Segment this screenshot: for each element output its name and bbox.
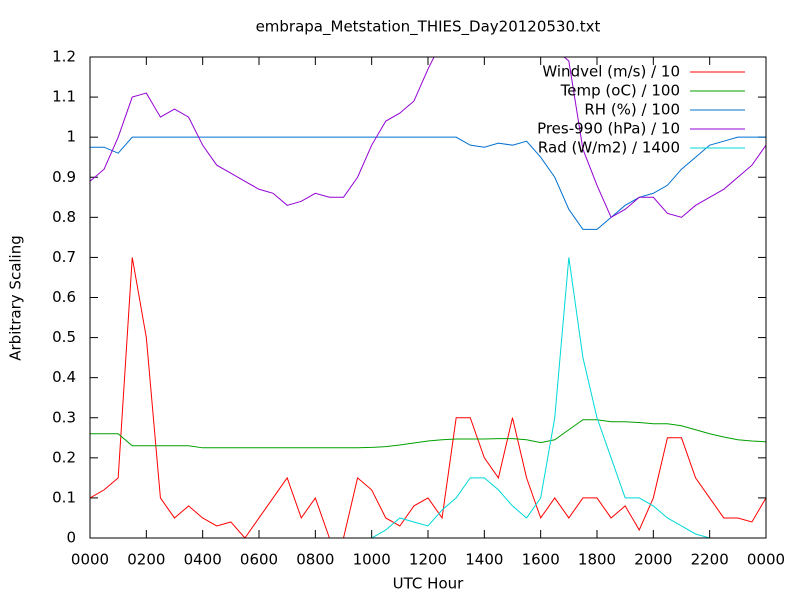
- series-line: [90, 57, 766, 219]
- legend-label: Rad (W/m2) / 1400: [538, 139, 680, 157]
- x-tick-label: 0800: [296, 551, 334, 569]
- x-tick-label: 0000: [747, 551, 785, 569]
- x-tick-label: 0200: [127, 551, 165, 569]
- y-tick-label: 0: [66, 529, 76, 547]
- y-tick-label: 1.2: [52, 48, 76, 66]
- y-tick-label: 0.8: [52, 208, 76, 226]
- y-tick-label: 1: [66, 128, 76, 146]
- x-tick-label: 0400: [184, 551, 222, 569]
- y-tick-label: 0.3: [52, 408, 76, 426]
- series-line: [90, 419, 766, 449]
- series-line: [90, 257, 766, 538]
- x-axis-label: UTC Hour: [393, 575, 464, 593]
- legend-label: RH (%) / 100: [584, 101, 680, 119]
- y-tick-label: 1.1: [52, 88, 76, 106]
- x-tick-label: 0600: [240, 551, 278, 569]
- x-tick-label: 1400: [465, 551, 503, 569]
- y-tick-label: 0.5: [52, 328, 76, 346]
- x-tick-label: 1600: [522, 551, 560, 569]
- y-tick-label: 0.4: [52, 368, 76, 386]
- series-line: [90, 136, 766, 230]
- y-tick-label: 0.6: [52, 288, 76, 306]
- y-tick-label: 0.1: [52, 488, 76, 506]
- legend-label: Temp (oC) / 100: [560, 82, 680, 100]
- x-tick-label: 2200: [691, 551, 729, 569]
- plot-area: [90, 57, 766, 538]
- y-tick-label: 0.2: [52, 448, 76, 466]
- x-tick-label: 1200: [409, 551, 447, 569]
- x-tick-label: 1000: [353, 551, 391, 569]
- x-tick-label: 1800: [578, 551, 616, 569]
- chart-title: embrapa_Metstation_THIES_Day20120530.txt: [256, 18, 601, 37]
- plot-border: [89, 56, 767, 539]
- x-tick-label: 2000: [634, 551, 672, 569]
- series-line: [371, 257, 710, 538]
- y-axis-label: Arbitrary Scaling: [7, 235, 25, 361]
- x-tick-label: 0000: [71, 551, 109, 569]
- legend-label: Pres-990 (hPa) / 10: [537, 120, 680, 138]
- y-tick-label: 0.7: [52, 248, 76, 266]
- legend-label: Windvel (m/s) / 10: [542, 63, 680, 81]
- y-tick-label: 0.9: [52, 168, 76, 186]
